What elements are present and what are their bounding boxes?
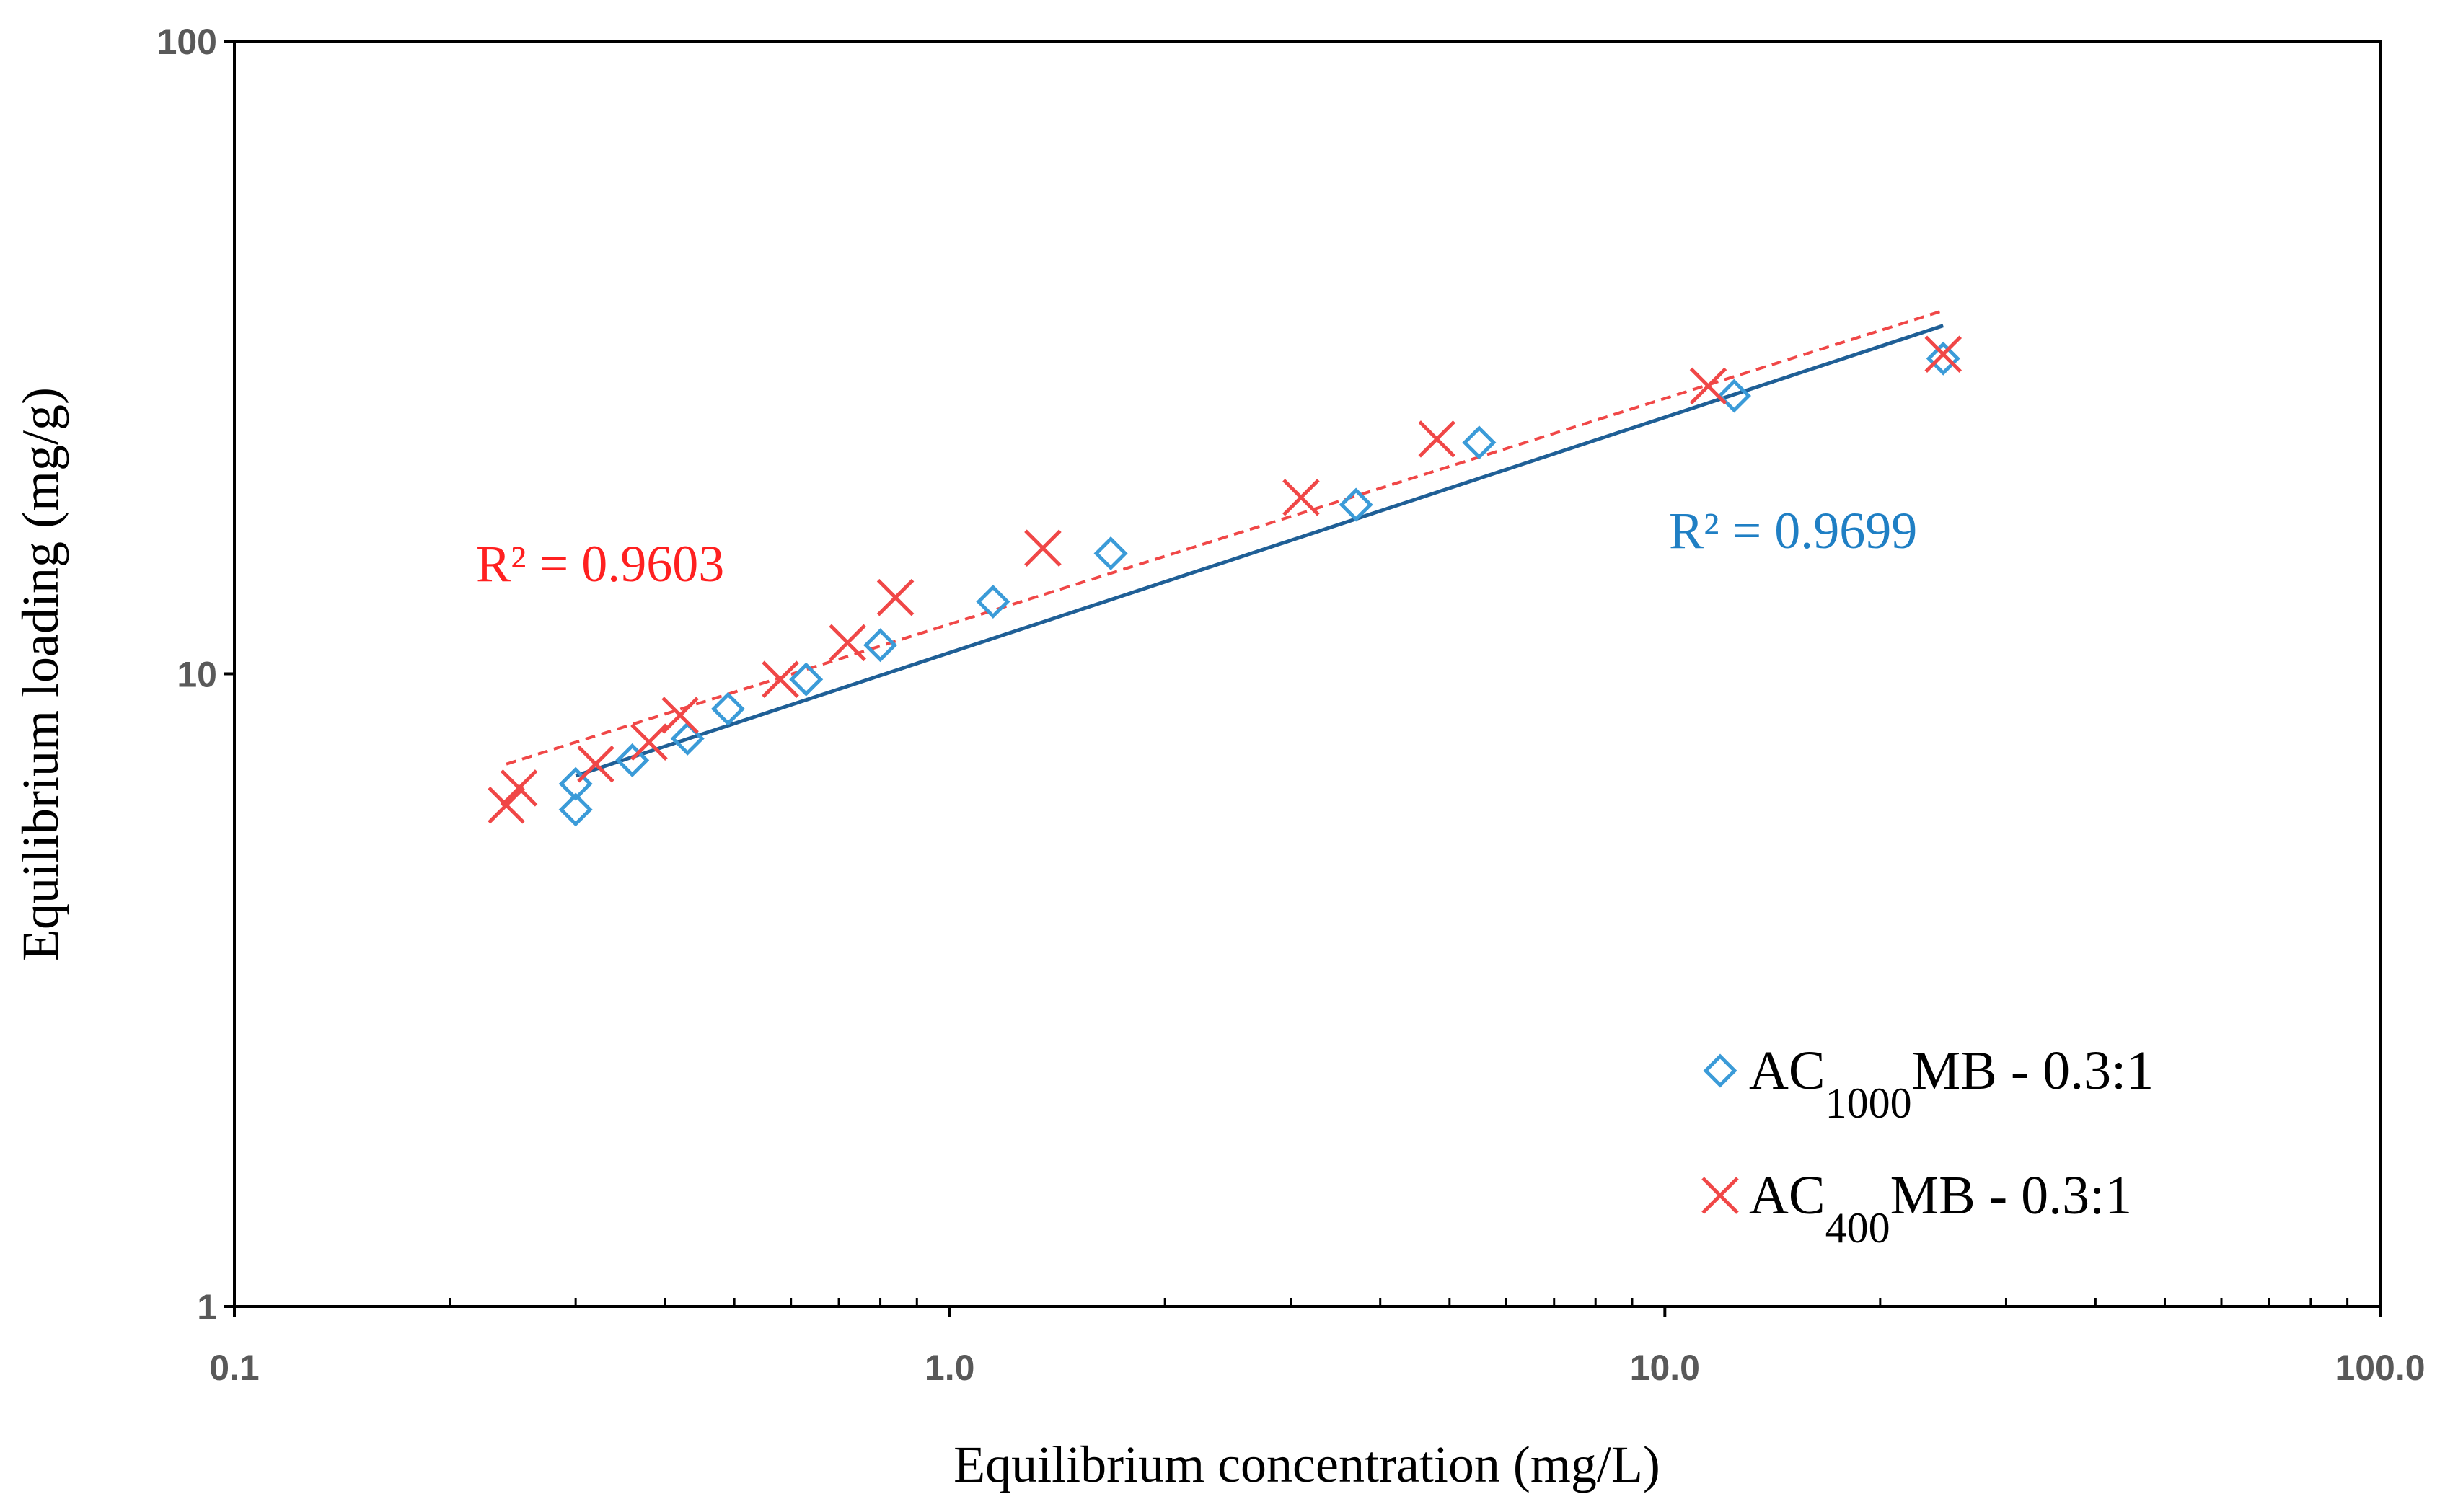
r2-label-ac400: R² = 0.9603 — [476, 535, 724, 593]
y-tick-label: 10 — [177, 655, 217, 695]
x-tick-label: 0.1 — [209, 1348, 260, 1388]
data-point-ac1000 — [558, 766, 593, 801]
legend-marker-ac400 — [1701, 1177, 1739, 1214]
data-point-ac400 — [1924, 335, 1962, 373]
legend-label-ac400: AC400MB - 0.3:1 — [1749, 1165, 2132, 1252]
x-axis: 0.1 1.0 10.0 100.0 — [209, 1298, 2426, 1388]
data-point-ac400 — [1024, 529, 1062, 567]
r2-label-ac1000: R² = 0.9699 — [1669, 502, 1917, 560]
y-axis: 1 10 100 — [157, 22, 234, 1327]
data-point-ac1000 — [1093, 536, 1128, 571]
data-point-ac1000 — [615, 743, 650, 777]
x-tick-label: 1.0 — [925, 1348, 975, 1388]
data-point-ac1000 — [863, 628, 898, 663]
y-axis-title: Equilibrium loading (mg/g) — [12, 387, 69, 961]
data-point-ac1000 — [710, 691, 745, 726]
legend-label-ac1000: AC1000MB - 0.3:1 — [1749, 1040, 2154, 1127]
trendline-ac1000 — [575, 324, 1944, 778]
data-point-ac400 — [1418, 420, 1455, 458]
legend-marker-ac1000 — [1703, 1053, 1737, 1088]
data-point-ac1000 — [789, 662, 824, 697]
trendlines — [506, 309, 1944, 778]
x-axis-title: Equilibrium concentration (mg/L) — [953, 1436, 1660, 1493]
data-point-ac400 — [630, 723, 668, 761]
legend: AC1000MB - 0.3:1 AC400MB - 0.3:1 — [1701, 1040, 2154, 1252]
data-point-ac400 — [1689, 367, 1727, 405]
data-point-ac400 — [762, 660, 799, 698]
data-point-ac400 — [577, 745, 614, 783]
data-point-ac1000 — [1717, 379, 1751, 413]
trendline-ac400 — [506, 309, 1944, 766]
data-point-ac400 — [661, 697, 699, 734]
data-point-ac400 — [876, 578, 915, 616]
data-point-ac400 — [488, 786, 525, 824]
x-tick-label: 10.0 — [1630, 1348, 1700, 1388]
data-point-ac1000 — [1462, 425, 1497, 460]
data-point-ac1000 — [558, 792, 593, 827]
data-point-ac1000 — [1339, 487, 1373, 522]
data-point-ac400 — [500, 769, 538, 807]
x-tick-label: 100.0 — [2335, 1348, 2425, 1388]
y-tick-label: 1 — [197, 1287, 217, 1327]
y-tick-label: 100 — [157, 22, 217, 62]
data-point-ac1000 — [976, 584, 1010, 619]
data-point-ac1000 — [670, 721, 705, 756]
data-points — [488, 335, 1962, 827]
data-point-ac400 — [1282, 479, 1320, 516]
data-point-ac400 — [829, 624, 866, 662]
data-point-ac1000 — [1926, 341, 1960, 376]
